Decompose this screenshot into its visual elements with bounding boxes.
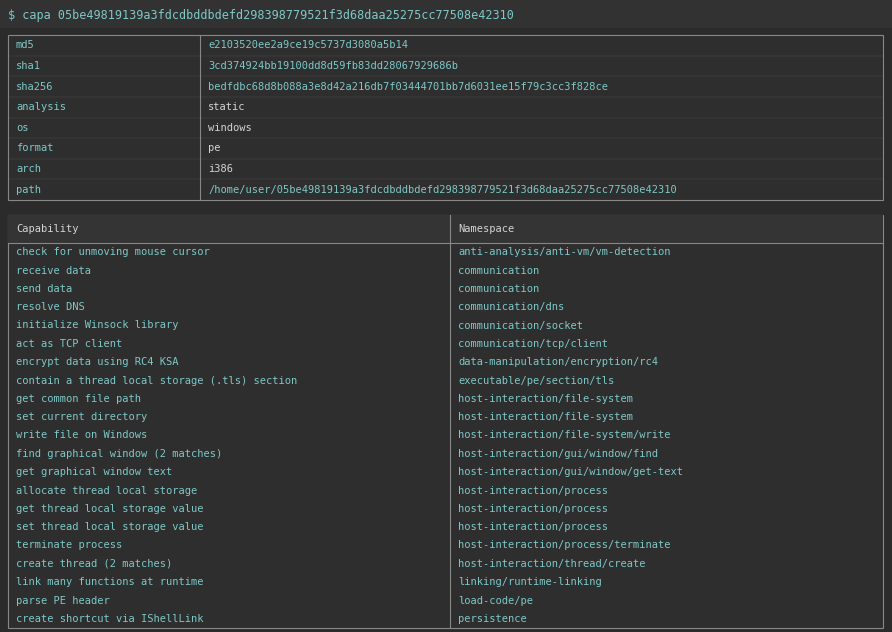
Text: parse PE header: parse PE header [16, 595, 110, 605]
Text: communication: communication [458, 284, 540, 294]
Text: host-interaction/thread/create: host-interaction/thread/create [458, 559, 646, 569]
Text: sha1: sha1 [16, 61, 41, 71]
Text: load-code/pe: load-code/pe [458, 595, 533, 605]
Bar [8, 215, 883, 628]
Text: sha256: sha256 [16, 82, 54, 92]
Text: os: os [16, 123, 29, 133]
Text: communication/dns: communication/dns [458, 302, 565, 312]
Text: host-interaction/process: host-interaction/process [458, 485, 608, 495]
Text: encrypt data using RC4 KSA: encrypt data using RC4 KSA [16, 357, 178, 367]
Text: linking/runtime-linking: linking/runtime-linking [458, 577, 602, 587]
Text: communication: communication [458, 265, 540, 276]
Bar [8, 215, 883, 243]
Text: bedfdbc68d8b088a3e8d42a216db7f03444701bb7d6031ee15f79c3cc3f828ce: bedfdbc68d8b088a3e8d42a216db7f03444701bb… [208, 82, 608, 92]
Text: windows: windows [208, 123, 252, 133]
Text: format: format [16, 143, 54, 154]
Text: static: static [208, 102, 245, 112]
Text: host-interaction/gui/window/find: host-interaction/gui/window/find [458, 449, 658, 459]
Text: set current directory: set current directory [16, 412, 147, 422]
Text: pe: pe [208, 143, 220, 154]
Text: $ capa 05be49819139a3fdcdbddbdefd298398779521f3d68daa25275cc77508e42310: $ capa 05be49819139a3fdcdbddbdefd2983987… [8, 8, 514, 21]
Text: set thread local storage value: set thread local storage value [16, 522, 203, 532]
Text: host-interaction/process/terminate: host-interaction/process/terminate [458, 540, 671, 550]
Text: arch: arch [16, 164, 41, 174]
Bar [8, 35, 883, 200]
Text: host-interaction/file-system/write: host-interaction/file-system/write [458, 430, 671, 441]
Text: contain a thread local storage (.tls) section: contain a thread local storage (.tls) se… [16, 375, 297, 386]
Text: send data: send data [16, 284, 72, 294]
Text: write file on Windows: write file on Windows [16, 430, 147, 441]
Text: receive data: receive data [16, 265, 91, 276]
Text: host-interaction/process: host-interaction/process [458, 504, 608, 514]
Text: i386: i386 [208, 164, 233, 174]
Text: find graphical window (2 matches): find graphical window (2 matches) [16, 449, 222, 459]
Text: check for unmoving mouse cursor: check for unmoving mouse cursor [16, 247, 210, 257]
Text: get common file path: get common file path [16, 394, 141, 404]
Text: resolve DNS: resolve DNS [16, 302, 85, 312]
Text: /home/user/05be49819139a3fdcdbddbdefd298398779521f3d68daa25275cc77508e42310: /home/user/05be49819139a3fdcdbddbdefd298… [208, 185, 677, 195]
Text: host-interaction/gui/window/get-text: host-interaction/gui/window/get-text [458, 467, 683, 477]
Text: get graphical window text: get graphical window text [16, 467, 172, 477]
Text: Capability: Capability [16, 224, 78, 234]
Text: initialize Winsock library: initialize Winsock library [16, 320, 178, 331]
Text: allocate thread local storage: allocate thread local storage [16, 485, 197, 495]
Text: Namespace: Namespace [458, 224, 515, 234]
Text: act as TCP client: act as TCP client [16, 339, 122, 349]
Text: anti-analysis/anti-vm/vm-detection: anti-analysis/anti-vm/vm-detection [458, 247, 671, 257]
Text: executable/pe/section/tls: executable/pe/section/tls [458, 375, 615, 386]
Text: host-interaction/process: host-interaction/process [458, 522, 608, 532]
Text: e2103520ee2a9ce19c5737d3080a5b14: e2103520ee2a9ce19c5737d3080a5b14 [208, 40, 408, 51]
Text: host-interaction/file-system: host-interaction/file-system [458, 412, 633, 422]
Text: 3cd374924bb19100dd8d59fb83dd28067929686b: 3cd374924bb19100dd8d59fb83dd28067929686b [208, 61, 458, 71]
Text: communication/socket: communication/socket [458, 320, 583, 331]
Text: terminate process: terminate process [16, 540, 122, 550]
Text: host-interaction/file-system: host-interaction/file-system [458, 394, 633, 404]
Text: create thread (2 matches): create thread (2 matches) [16, 559, 172, 569]
Text: analysis: analysis [16, 102, 66, 112]
Text: link many functions at runtime: link many functions at runtime [16, 577, 203, 587]
Text: create shortcut via IShellLink: create shortcut via IShellLink [16, 614, 203, 624]
Text: communication/tcp/client: communication/tcp/client [458, 339, 608, 349]
Bar [0, 0, 892, 28]
Text: data-manipulation/encryption/rc4: data-manipulation/encryption/rc4 [458, 357, 658, 367]
Text: get thread local storage value: get thread local storage value [16, 504, 203, 514]
Text: path: path [16, 185, 41, 195]
Text: md5: md5 [16, 40, 35, 51]
Text: persistence: persistence [458, 614, 527, 624]
